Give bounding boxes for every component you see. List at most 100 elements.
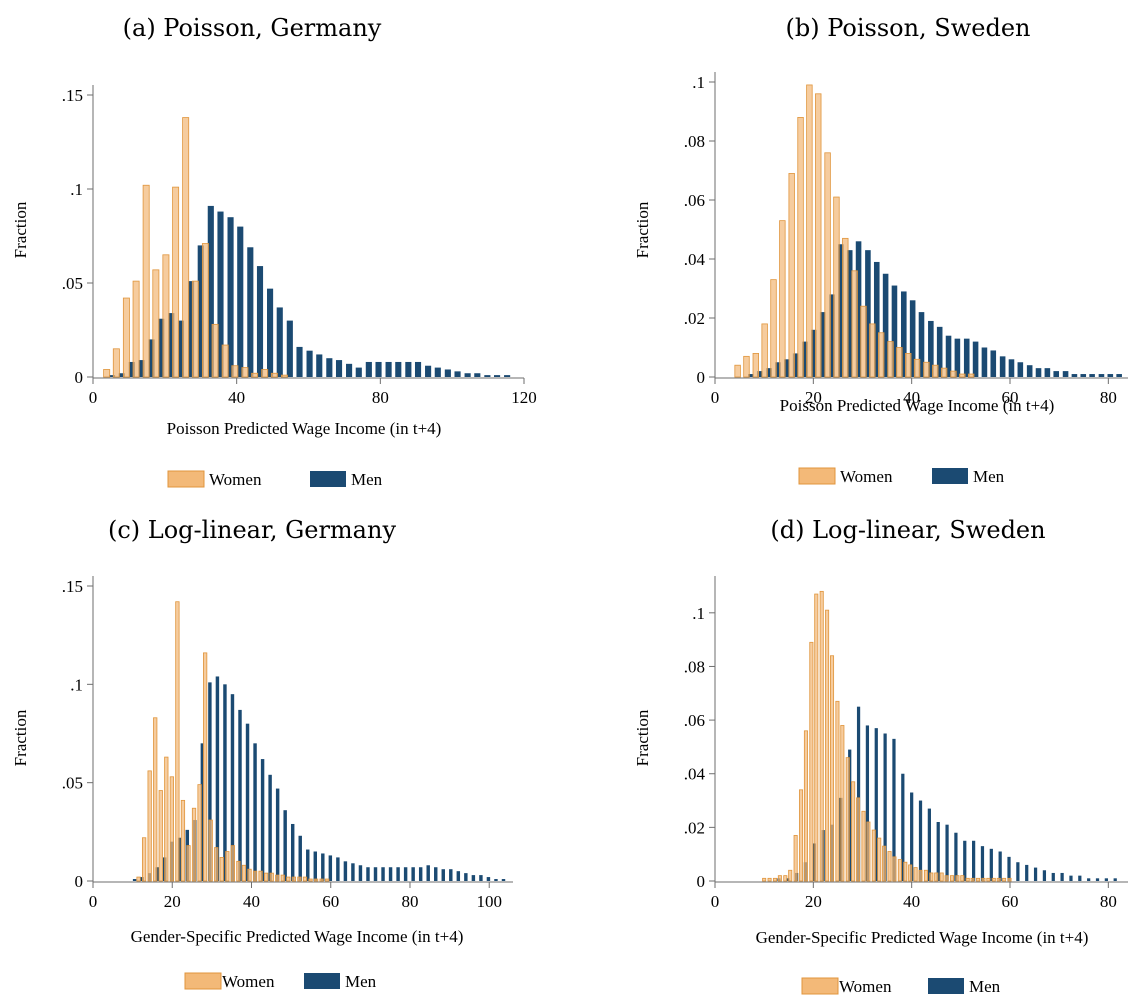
bar-women bbox=[142, 184, 150, 378]
legend-men-swatch bbox=[932, 468, 968, 484]
bar-women bbox=[819, 590, 824, 882]
bar-women bbox=[247, 868, 252, 882]
bar-women bbox=[261, 369, 269, 378]
bar-men bbox=[253, 743, 257, 881]
bar-men bbox=[910, 792, 914, 881]
bar-men bbox=[388, 867, 393, 881]
bar-men bbox=[892, 738, 896, 881]
bar-men bbox=[403, 867, 408, 881]
bar-men bbox=[999, 356, 1006, 377]
bar-men bbox=[298, 835, 302, 881]
legend-women-swatch bbox=[798, 467, 836, 485]
bar-men bbox=[441, 869, 445, 881]
bar-women bbox=[772, 877, 777, 882]
bar-men bbox=[954, 338, 961, 377]
bar-men bbox=[1060, 872, 1064, 881]
bar-men bbox=[775, 362, 781, 377]
bar-women bbox=[929, 872, 934, 882]
y-tick-label: .05 bbox=[62, 774, 83, 793]
bar-women bbox=[136, 876, 141, 882]
bar-men bbox=[1008, 359, 1015, 377]
x-tick-label: 0 bbox=[711, 388, 720, 407]
y-tick-label: .1 bbox=[692, 604, 705, 623]
bar-men bbox=[936, 822, 940, 881]
bar-men bbox=[197, 245, 204, 377]
bar-women bbox=[152, 269, 160, 378]
bar-men bbox=[927, 808, 931, 881]
bar-men bbox=[454, 371, 461, 377]
bar-women bbox=[882, 845, 887, 882]
bar-men bbox=[395, 361, 402, 377]
bar-women bbox=[147, 770, 152, 882]
bar-women bbox=[896, 347, 903, 378]
bar-women bbox=[231, 365, 239, 378]
bar-men bbox=[373, 867, 378, 881]
bar-women bbox=[918, 869, 923, 882]
bar-women bbox=[949, 875, 954, 882]
bar-women bbox=[208, 819, 213, 882]
bar-men bbox=[865, 725, 870, 881]
x-tick-label: 20 bbox=[164, 892, 181, 911]
x-tick-label: 60 bbox=[322, 892, 339, 911]
bar-men bbox=[981, 347, 988, 377]
bar-women bbox=[887, 851, 892, 882]
bar-women bbox=[270, 372, 278, 378]
bar-men bbox=[268, 774, 272, 881]
bar-women bbox=[1002, 877, 1007, 882]
bar-women bbox=[923, 361, 930, 378]
bar-men bbox=[449, 869, 453, 881]
bar-men bbox=[1113, 878, 1117, 881]
bar-men bbox=[1098, 374, 1105, 377]
bar-men bbox=[901, 773, 905, 881]
legend-women-label: Women bbox=[222, 972, 275, 991]
bar-men bbox=[811, 329, 817, 377]
x-tick-label: 20 bbox=[805, 892, 822, 911]
bar-women bbox=[313, 878, 319, 882]
bar-men bbox=[1044, 368, 1051, 377]
bar-men bbox=[1107, 374, 1114, 377]
x-tick-label: 80 bbox=[1100, 388, 1117, 407]
bar-men bbox=[247, 247, 254, 377]
x-tick-label: 80 bbox=[401, 892, 418, 911]
bar-women bbox=[932, 364, 939, 378]
panel-c-ylabel: Fraction bbox=[11, 709, 30, 766]
bar-men bbox=[748, 374, 754, 377]
bar-women bbox=[940, 367, 948, 378]
bar-women bbox=[860, 305, 867, 378]
panel-b-plot: 0 .02 .04 .06 .08 .1 0 20 40 60 80 bbox=[684, 72, 1128, 407]
bar-women bbox=[991, 877, 996, 882]
bar-men bbox=[883, 733, 887, 881]
bar-men bbox=[444, 369, 451, 377]
y-tick-label: 0 bbox=[75, 872, 84, 891]
y-tick-label: .02 bbox=[684, 818, 705, 837]
bar-women bbox=[308, 878, 313, 882]
bar-men bbox=[486, 877, 491, 881]
panel-a-xlabel: Poisson Predicted Wage Income (in t+4) bbox=[167, 419, 442, 438]
bar-women bbox=[112, 348, 120, 378]
bar-men bbox=[366, 867, 370, 881]
y-tick-label: .02 bbox=[684, 309, 705, 328]
bar-women bbox=[955, 875, 960, 882]
bar-women bbox=[779, 220, 786, 378]
x-tick-label: 20 bbox=[805, 388, 822, 407]
x-tick-label: 80 bbox=[1100, 892, 1117, 911]
bar-men bbox=[945, 824, 949, 881]
panel-d-xlabel: Gender-Specific Predicted Wage Income (i… bbox=[756, 928, 1089, 947]
bar-men bbox=[1095, 878, 1100, 881]
bar-women bbox=[767, 877, 772, 882]
panel-d-legend: Women Men bbox=[801, 977, 1001, 996]
bar-men bbox=[1116, 374, 1122, 377]
bar-women bbox=[783, 875, 788, 882]
bar-women bbox=[913, 867, 918, 882]
bar-men bbox=[306, 350, 313, 377]
x-tick-label: 40 bbox=[903, 892, 920, 911]
y-tick-label: .1 bbox=[70, 675, 83, 694]
bar-men bbox=[296, 346, 303, 377]
panel-c-legend: Women Men bbox=[184, 972, 377, 991]
bar-men bbox=[336, 857, 340, 881]
bar-women bbox=[201, 243, 209, 378]
bar-women bbox=[825, 609, 830, 882]
bar-men bbox=[464, 373, 471, 377]
bar-women bbox=[191, 807, 197, 882]
bar-women bbox=[225, 851, 230, 882]
